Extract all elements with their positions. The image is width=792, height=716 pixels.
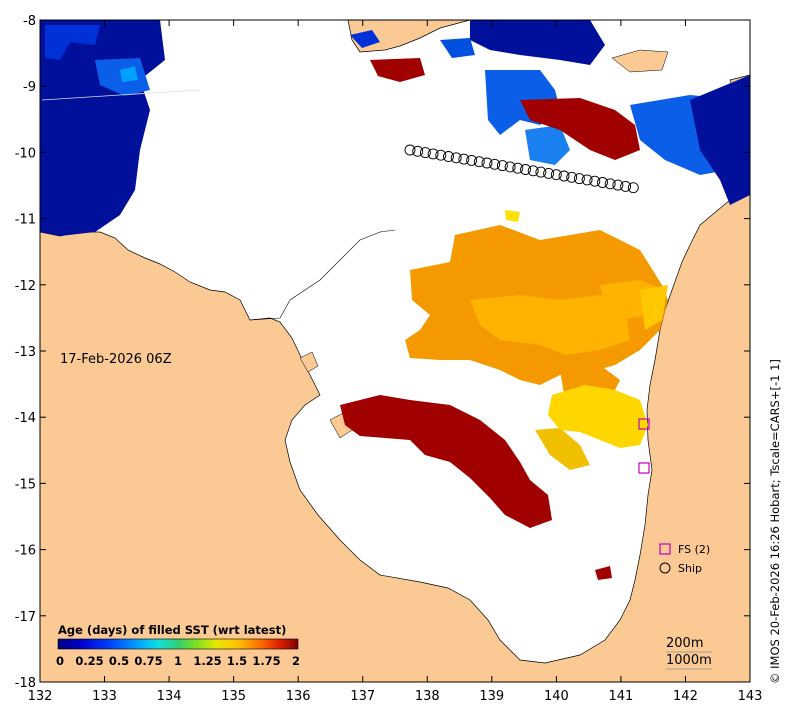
ship-position — [496, 160, 508, 172]
ship-position — [419, 147, 431, 159]
ship-position — [543, 167, 555, 179]
ship-position — [466, 154, 478, 166]
contour-line — [41, 89, 201, 101]
ship-position — [589, 175, 601, 187]
coastline-detail — [249, 229, 396, 321]
island-torres — [611, 49, 669, 73]
sst-patches-blue — [40, 20, 750, 236]
ship-position — [489, 158, 501, 170]
x-tick-label: 139 — [479, 689, 504, 704]
ship-position — [620, 180, 632, 192]
ship-position — [404, 144, 416, 156]
fs-marker — [638, 418, 650, 430]
x-tick-label: 135 — [221, 689, 246, 704]
x-tick-label: 134 — [157, 689, 182, 704]
ship-position — [512, 162, 524, 174]
colorbar-labels: 0 0.25 0.5 0.75 1 1.25 1.5 1.75 2 — [56, 654, 300, 668]
y-axis: -8 -9 -10 -11 -12 -13 -14 -15 -16 -17 -18 — [15, 14, 750, 691]
x-tick-label: 133 — [92, 689, 117, 704]
ship-position — [443, 151, 454, 162]
colorbar-tick-label: 1 — [174, 654, 182, 668]
legend-ship-symbol — [659, 562, 671, 574]
ship-position — [473, 156, 485, 168]
ship-position — [573, 173, 585, 185]
ship-position — [435, 149, 447, 161]
y-tick-label: -13 — [15, 345, 36, 360]
contour-label-1000: 1000m — [666, 653, 712, 668]
ship-position — [535, 166, 547, 178]
fs-marker — [638, 462, 650, 474]
colorbar-tick-label: 1.75 — [252, 654, 280, 668]
ship-position — [527, 165, 539, 177]
x-tick-label: 132 — [28, 689, 53, 704]
y-tick-label: -10 — [15, 146, 36, 161]
ship-position — [412, 145, 424, 157]
ship-position — [550, 169, 562, 181]
y-tick-label: -14 — [15, 411, 36, 426]
ship-track — [404, 144, 639, 194]
island-groote — [299, 351, 319, 373]
ship-position — [520, 164, 531, 175]
colorbar-tick-label: 2 — [292, 654, 300, 668]
legend-ship-label: Ship — [678, 562, 702, 575]
colorbar-tick-label: 0.25 — [75, 654, 103, 668]
colorbar-tick-label: 0.5 — [109, 654, 129, 668]
y-tick-label: -16 — [15, 544, 36, 559]
ship-position — [504, 161, 516, 173]
plot-area — [40, 20, 750, 682]
ship-position — [627, 182, 639, 194]
y-tick-label: -17 — [15, 610, 36, 625]
credit-text: © IMOS 20-Feb-2026 16:26 Hobart; Tscale=… — [768, 359, 782, 684]
sst-patches-yellow — [505, 210, 668, 470]
colorbar-title: Age (days) of filled SST (wrt latest) — [58, 623, 286, 637]
y-tick-label: -9 — [23, 80, 36, 95]
colorbar-tick-label: 1.25 — [193, 654, 221, 668]
ship-position — [597, 177, 608, 188]
sst-patches-darkred — [340, 58, 640, 580]
x-tick-label: 136 — [286, 689, 311, 704]
ship-position — [458, 153, 470, 165]
y-tick-label: -8 — [23, 14, 36, 29]
ship-position — [581, 174, 593, 186]
legend-fs-symbol — [659, 543, 671, 555]
x-tick-label: 137 — [350, 689, 375, 704]
ship-position — [558, 170, 570, 182]
x-tick-label: 143 — [738, 689, 763, 704]
y-tick-label: -18 — [15, 676, 36, 691]
colorbar-tick-label: 1.5 — [227, 654, 247, 668]
ship-position — [566, 171, 578, 183]
legend-fs-label: FS (2) — [678, 543, 710, 556]
colorbar-tick-label: 0.75 — [134, 654, 162, 668]
x-tick-label: 138 — [415, 689, 440, 704]
ship-position — [450, 152, 462, 164]
date-label: 17-Feb-2026 06Z — [60, 352, 172, 367]
x-tick-label: 140 — [544, 689, 569, 704]
ship-position — [612, 179, 624, 191]
ship-position — [427, 148, 439, 160]
x-tick-label: 142 — [673, 689, 698, 704]
x-axis: 132 133 134 135 136 137 138 139 140 141 142 143 — [28, 20, 763, 704]
colorbar-tick-label: 0 — [56, 654, 64, 668]
x-tick-label: 141 — [608, 689, 633, 704]
ship-position — [604, 178, 616, 190]
colorbar — [57, 638, 299, 650]
ship-position — [481, 157, 493, 169]
y-tick-label: -12 — [15, 279, 36, 294]
contour-label-200: 200m — [666, 636, 703, 651]
y-tick-label: -15 — [15, 477, 36, 492]
y-tick-label: -11 — [15, 213, 36, 228]
